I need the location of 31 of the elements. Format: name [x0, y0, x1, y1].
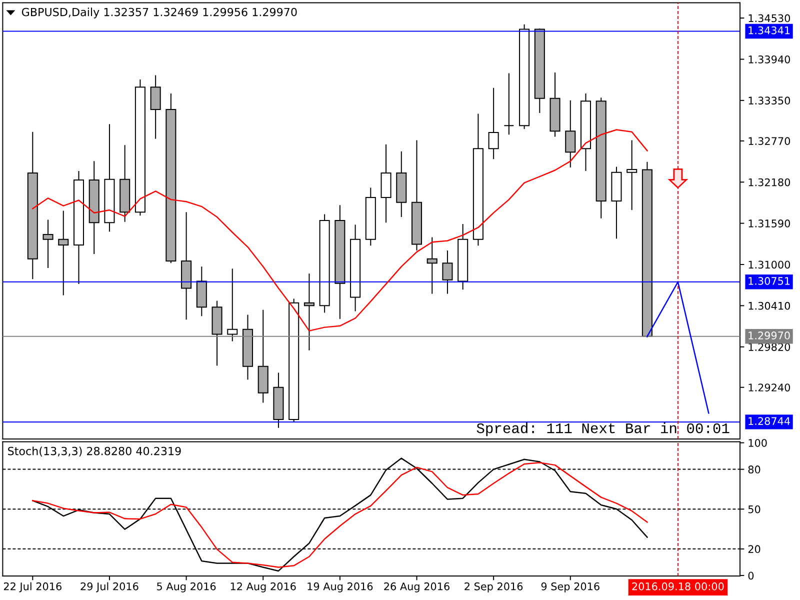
- x-tick-label: 12 Aug 2016: [230, 582, 296, 592]
- x-tick-label: 22 Jul 2016: [4, 582, 62, 592]
- y-tick-label: 20: [748, 545, 760, 554]
- chart-title: GBPUSD,Daily 1.32357 1.32469 1.29956 1.29970: [22, 8, 297, 18]
- y-tick-label: 1.30410: [748, 302, 790, 310]
- x-tick-label: 5 Aug 2016: [157, 582, 216, 592]
- y-tick-label: 1.33350: [748, 96, 790, 105]
- x-tick-label: 29 Jul 2016: [80, 582, 138, 592]
- y-tick-label: 80: [748, 466, 760, 474]
- chart-title: Stoch(13,3,3) 28.8280 40.2319: [8, 446, 181, 457]
- y-tick-label: 1.31590: [748, 220, 790, 228]
- y-tick-label: 1.29240: [748, 384, 790, 392]
- x-tick-label: 9 Sep 2016: [541, 582, 600, 592]
- y-tick-label: 1.31000: [748, 260, 790, 269]
- y-tick-label: 100: [748, 439, 767, 447]
- y-tick-label: 1.32770: [748, 137, 790, 146]
- x-tick-label: 2016.09.18 00:00: [632, 582, 724, 590]
- y-tick-label: 1.33940: [748, 55, 790, 64]
- ref-line-label: 1.29970: [748, 332, 790, 340]
- y-tick-label: 0: [748, 572, 754, 580]
- ref-line-label: 1.28744: [748, 417, 790, 425]
- x-tick-label: 26 Aug 2016: [384, 582, 450, 592]
- y-tick-label: 1.32180: [748, 178, 790, 186]
- y-tick-label: 1.34530: [748, 14, 790, 22]
- x-tick-label: 19 Aug 2016: [308, 582, 373, 592]
- ref-line-label: 1.34341: [748, 26, 790, 34]
- y-tick-label: 1.29820: [748, 343, 790, 351]
- x-tick-label: 2 Sep 2016: [464, 582, 523, 592]
- annotation: Spread: 111 Next Bar in 00:01: [476, 422, 730, 436]
- y-tick-label: 50: [748, 505, 760, 514]
- ref-line-label: 1.30751: [748, 277, 790, 285]
